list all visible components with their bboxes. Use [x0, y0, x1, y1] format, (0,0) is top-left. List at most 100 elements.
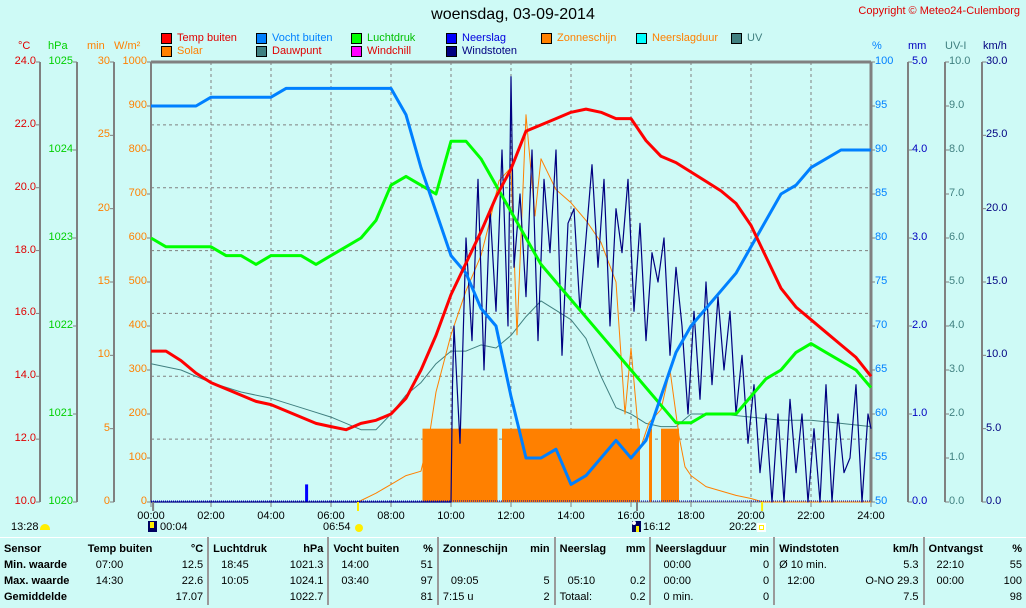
axis-tick-temp: 14.0 — [14, 369, 36, 382]
stats-humidity-time: 03:40 — [341, 575, 369, 587]
stats-humidity-time: 14:00 — [341, 559, 369, 571]
sunshine-bar — [422, 428, 496, 502]
stats-row: Max. waarde 14:30 22.6 10:05 1024.1 03:40 97 09… — [0, 573, 1026, 589]
axis-tick-solar: 900 — [128, 99, 147, 111]
stats-pressure-value: 1024.1 — [279, 573, 330, 589]
axis-tick-temp: 10.0 — [14, 495, 36, 507]
header-sunshine: Zonneschijn — [442, 543, 508, 555]
stats-rain-time — [555, 557, 618, 573]
legend-swatch — [731, 32, 742, 44]
axis-tick-uv: 5.0 — [949, 275, 965, 287]
header-rain-unit: mm — [617, 537, 652, 557]
legend-swatch — [161, 45, 172, 57]
axis-tick-uv: 9.0 — [949, 99, 965, 111]
axis-tick-minutes: 20 — [97, 201, 110, 214]
chart-canvas — [36, 60, 986, 511]
axis-tick-solar: 400 — [128, 319, 147, 331]
axis-tick-humidity: 55 — [875, 451, 888, 463]
axis-tick-solar: 300 — [128, 363, 147, 375]
axis-tick-uv: 7.0 — [949, 187, 965, 199]
sunrise-icon — [355, 524, 363, 532]
axis-tick-pressure: 1025 — [48, 55, 73, 67]
axis-tick-uv: 3.0 — [949, 363, 965, 375]
x-tick-label: 12:00 — [497, 510, 525, 522]
stats-rain-duration-time: 0 min. — [663, 591, 694, 603]
header-temp-unit: °C — [166, 537, 210, 557]
axis-tick-wind: 5.0 — [986, 421, 1002, 434]
axis-tick-pressure: 1021 — [48, 407, 73, 419]
axis-tick-wind: 25.0 — [986, 128, 1008, 141]
axis-unit-solar: W/m² — [114, 40, 141, 52]
axis-tick-solar: 200 — [128, 407, 147, 419]
x-tick-label: 16:00 — [617, 510, 645, 522]
axis-tick-minutes: 10 — [97, 348, 110, 361]
axis-tick-pressure: 1022 — [48, 319, 73, 331]
stats-reception-time: 22:10 — [936, 559, 965, 571]
x-tick-label: 22:00 — [797, 510, 825, 522]
axis-unit-uv: UV-I — [945, 40, 967, 52]
legend-item: Luchtdruk — [351, 32, 415, 44]
x-tick-label: 18:00 — [677, 510, 705, 522]
x-tick-label: 06:00 — [317, 510, 345, 522]
stats-sunshine-value: 5 — [522, 573, 556, 589]
sunshine-bar — [670, 428, 679, 502]
axis-tick-humidity: 100 — [875, 55, 894, 67]
stats-rain-duration-time: 00:00 — [663, 575, 691, 587]
stats-sunshine-value: 2 — [522, 589, 556, 605]
x-tick-label: 20:00 — [737, 510, 765, 522]
stats-sunshine-time — [438, 557, 522, 573]
legend-item: Dauwpunt — [256, 45, 322, 57]
stats-gusts-value: 7.5 — [852, 589, 925, 605]
axis-tick-humidity: 65 — [875, 363, 888, 375]
axis-tick-temp: 16.0 — [14, 306, 36, 319]
stats-reception-time: 00:00 — [936, 575, 965, 587]
axis-tick-solar: 500 — [128, 275, 147, 287]
header-rain: Neerslag — [559, 543, 607, 555]
legend-item: Windstoten — [446, 45, 517, 57]
axis-tick-temp: 24.0 — [14, 55, 36, 67]
legend-swatch — [351, 32, 362, 44]
axis-unit-humidity: % — [872, 40, 882, 52]
axis-tick-pressure: 1024 — [48, 143, 73, 155]
stats-reception-time — [924, 589, 996, 605]
stats-gusts-value: 5.3 — [852, 557, 925, 573]
axis-tick-wind: 15.0 — [986, 275, 1008, 287]
legend-swatch — [161, 32, 172, 44]
header-gusts: Windstoten — [779, 543, 839, 555]
stats-rain-duration-value: 0 — [741, 589, 776, 605]
stats-humidity-time — [328, 589, 413, 605]
axis-unit-pressure: hPa — [48, 40, 68, 52]
stats-rain-value: 0.2 — [617, 573, 652, 589]
axis-tick-humidity: 60 — [875, 407, 888, 419]
axis-tick-pressure: 1020 — [48, 495, 73, 507]
series-humidity — [151, 86, 871, 486]
axis-tick-minutes: 0 — [103, 495, 110, 507]
copyright: Copyright © Meteo24-Culemborg — [858, 5, 1020, 17]
sunshine-bar — [637, 428, 640, 502]
x-tick-label: 24:00 — [857, 510, 885, 522]
legend-label: Windchill — [367, 45, 412, 57]
header-sensor: Sensor — [4, 543, 42, 555]
legend-item: Neerslagduur — [636, 32, 718, 44]
stats-rain-duration-time: 00:00 — [663, 559, 691, 571]
rain-bar — [305, 484, 309, 502]
x-tick-label: 10:00 — [437, 510, 465, 522]
series-temperature — [151, 107, 873, 432]
header-rain-duration-unit: min — [741, 537, 776, 557]
sunshine-bar — [649, 428, 652, 502]
legend-swatch — [446, 45, 457, 57]
stats-temp-value: 17.07 — [166, 589, 210, 605]
legend-swatch — [256, 32, 267, 44]
sunshine-bar — [502, 428, 505, 502]
legend-item: UV — [731, 32, 762, 44]
legend-label: Vocht buiten — [272, 32, 333, 44]
stats-row: Min. waarde 07:00 12.5 18:45 1021.3 14:00 51 00… — [0, 557, 1026, 573]
stats-reception-value: 100 — [1003, 575, 1022, 587]
axis-tick-rain: 2.0 — [912, 319, 928, 331]
axis-tick-humidity: 75 — [875, 275, 888, 287]
axis-tick-humidity: 90 — [875, 143, 888, 155]
stats-row-label: Max. waarde — [4, 575, 70, 587]
axis-tick-solar: 1000 — [122, 55, 147, 67]
stats-table: Sensor Temp buiten °C Luchtdruk hPa Voch… — [0, 537, 1026, 605]
axis-tick-humidity: 50 — [875, 495, 888, 507]
